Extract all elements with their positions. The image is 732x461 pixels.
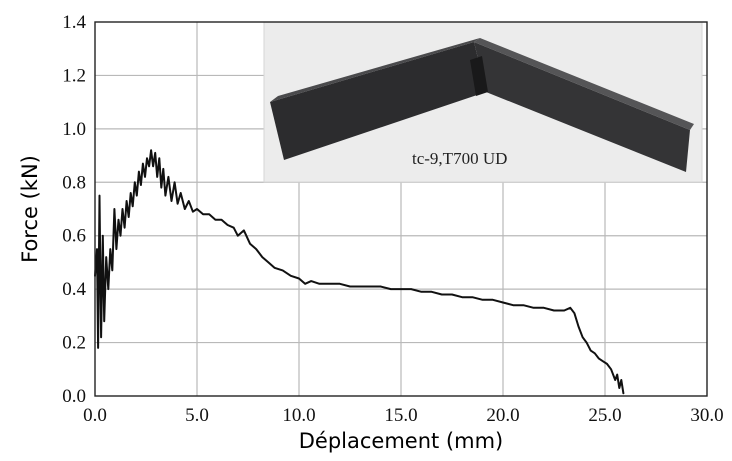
- series-group: [94, 149, 625, 395]
- force-displacement-line: [94, 149, 625, 395]
- y-tick-label: 0.4: [62, 279, 86, 300]
- x-tick-label: 10.0: [282, 405, 315, 426]
- x-tick-label: 0.0: [83, 405, 107, 426]
- x-axis-title: Déplacement (mm): [299, 429, 503, 453]
- specimen-right-arm-top-face: [474, 38, 694, 130]
- specimen-left-arm-top-face: [270, 38, 480, 102]
- x-tick-labels: 0.0 5.0 10.0 15.0 20.0 25.0 30.0: [83, 405, 724, 426]
- specimen-left-arm: [270, 42, 486, 160]
- x-tick-label: 5.0: [185, 405, 209, 426]
- specimen-photo-inset: tc-9,T700 UD: [263, 21, 703, 183]
- y-tick-label: 0.0: [62, 386, 86, 407]
- x-tick-label: 15.0: [384, 405, 417, 426]
- x-tick-label: 20.0: [486, 405, 519, 426]
- y-tick-labels: 0.0 0.2 0.4 0.6 0.8 1.0 1.2 1.4: [62, 12, 86, 407]
- specimen-fracture-mark: [470, 56, 488, 96]
- y-tick-label: 0.2: [62, 333, 86, 354]
- y-axis-title: Force (kN): [18, 155, 42, 263]
- y-tick-label: 0.8: [62, 172, 86, 193]
- y-tick-label: 1.2: [62, 65, 86, 86]
- y-tick-label: 1.4: [62, 12, 86, 33]
- plot-frame: [94, 21, 708, 397]
- y-tick-label: 0.6: [62, 226, 86, 247]
- x-tick-label: 25.0: [588, 405, 621, 426]
- y-tick-label: 1.0: [62, 119, 86, 140]
- inset-caption: tc-9,T700 UD: [412, 149, 507, 168]
- specimen-right-arm: [474, 42, 690, 172]
- x-tick-label: 30.0: [690, 405, 723, 426]
